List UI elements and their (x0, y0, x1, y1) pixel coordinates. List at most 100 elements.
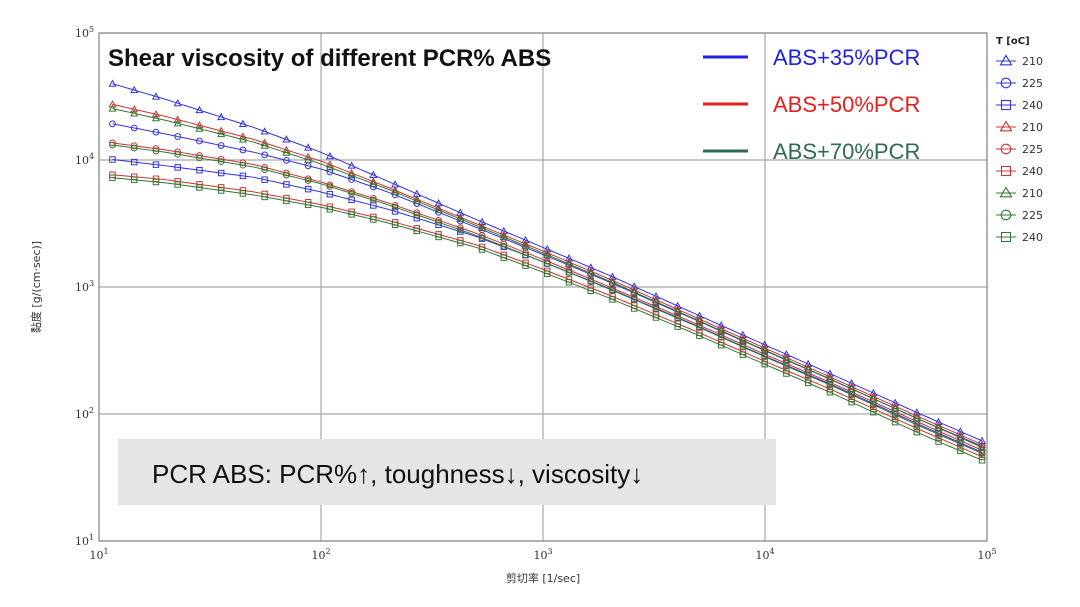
data-point (217, 187, 225, 194)
data-point (978, 453, 986, 460)
data-point (848, 395, 855, 403)
data-point (283, 171, 290, 179)
data-point (869, 394, 878, 402)
data-point (870, 405, 877, 412)
data-point (348, 211, 355, 218)
data-point (283, 197, 290, 205)
data-point (326, 183, 334, 190)
temp-legend-marker (1000, 143, 1012, 155)
data-point (696, 321, 703, 329)
temp-legend-label: 240 (1022, 231, 1043, 244)
data-point (130, 105, 139, 113)
data-point (391, 187, 400, 196)
series-line (112, 108, 983, 448)
data-point (391, 201, 399, 209)
temp-legend-label: 225 (1022, 209, 1043, 222)
data-point (130, 176, 138, 184)
data-point (956, 440, 964, 448)
data-point (434, 203, 443, 212)
data-point (956, 433, 965, 441)
annotation-box (118, 439, 776, 505)
data-point (804, 379, 812, 387)
data-point (217, 129, 226, 138)
data-point (477, 221, 487, 230)
data-point (674, 323, 681, 330)
data-point (761, 353, 769, 361)
annotation-text: PCR ABS: PCR%↑, toughness↓, viscosity↓ (152, 459, 643, 489)
x-tick-label: 101 (89, 547, 108, 562)
temp-legend-title: T [oC] (996, 36, 1030, 47)
data-point (717, 341, 725, 349)
data-point (717, 331, 725, 339)
data-point (196, 154, 203, 162)
data-point (413, 227, 421, 235)
temp-legend-marker (1000, 77, 1012, 89)
data-point (326, 191, 334, 198)
data-point (500, 254, 508, 261)
data-point (174, 164, 181, 171)
y-tick-label: 104 (75, 152, 94, 167)
data-point (848, 398, 855, 406)
data-point (108, 104, 117, 112)
data-point (413, 209, 421, 217)
data-point (434, 205, 443, 214)
data-point (739, 351, 747, 358)
data-point (847, 384, 856, 392)
data-point (913, 425, 921, 432)
data-point (477, 223, 487, 231)
data-point (457, 239, 464, 247)
temp-legend-label: 210 (1022, 121, 1043, 134)
series-line (112, 144, 983, 454)
data-point (717, 324, 726, 332)
data-point (935, 430, 942, 438)
temp-legend-marker (1000, 99, 1012, 111)
data-point (522, 262, 529, 269)
x-tick-label: 102 (311, 547, 330, 562)
data-point (260, 141, 269, 149)
data-point (304, 143, 313, 151)
data-point (783, 362, 790, 370)
data-point (608, 278, 617, 286)
data-point (348, 196, 355, 204)
data-point (413, 211, 421, 219)
group-legend-label: ABS+70%PCR (773, 139, 920, 164)
data-point (631, 305, 638, 312)
data-point (412, 196, 421, 205)
data-point (173, 98, 182, 107)
data-point (978, 457, 986, 464)
temp-legend-marker (999, 120, 1013, 132)
data-point (652, 314, 660, 321)
data-point (261, 193, 268, 201)
data-point (565, 266, 573, 274)
data-point (717, 326, 726, 334)
temp-legend-label: 210 (1022, 187, 1043, 200)
data-point (325, 151, 334, 160)
data-point (891, 415, 899, 422)
temp-legend-marker (1000, 209, 1012, 221)
series-line (112, 103, 983, 445)
data-point (151, 110, 161, 118)
data-point (913, 428, 921, 436)
data-point (912, 414, 921, 422)
x-tick-label: 105 (977, 547, 996, 562)
data-point (435, 216, 442, 224)
data-point (412, 194, 421, 203)
y-tick-label: 105 (75, 25, 94, 40)
data-point (196, 137, 203, 145)
y-tick-label: 101 (75, 533, 94, 548)
data-point (325, 163, 334, 171)
data-point (913, 421, 921, 429)
data-point (565, 279, 573, 286)
data-point (652, 305, 660, 313)
data-point (935, 434, 942, 442)
data-point (282, 148, 291, 156)
data-point (152, 128, 160, 136)
data-point (957, 444, 964, 451)
temp-legend-marker (999, 186, 1013, 198)
group-legend-label: ABS+50%PCR (773, 92, 920, 117)
data-point (238, 135, 247, 143)
data-point (651, 295, 661, 303)
data-point (369, 196, 377, 204)
data-point (283, 156, 290, 164)
temp-legend-label: 225 (1022, 143, 1043, 156)
